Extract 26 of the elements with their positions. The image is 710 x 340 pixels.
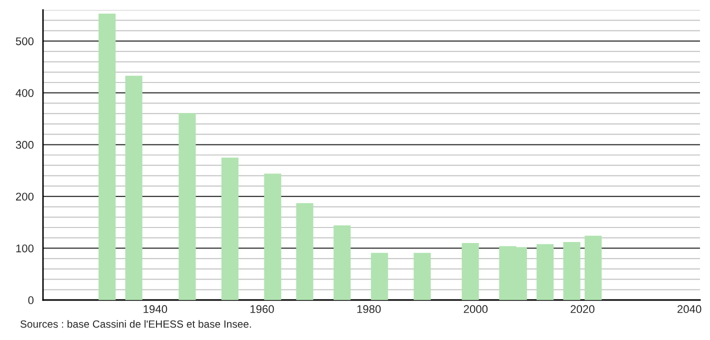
x-tick-label: 1940 xyxy=(144,305,168,314)
y-tick-label: 100 xyxy=(16,244,34,252)
x-tick-label: 2020 xyxy=(570,305,594,314)
bar xyxy=(462,243,479,300)
bar xyxy=(536,244,554,300)
bar xyxy=(584,236,602,300)
x-tick-label: 1960 xyxy=(250,305,274,314)
y-tick-label: 300 xyxy=(16,140,34,149)
bar xyxy=(221,158,238,300)
y-tick-label: 200 xyxy=(16,192,34,201)
y-tick-label: 400 xyxy=(16,89,34,97)
x-tick-label: 1980 xyxy=(357,305,381,314)
bar xyxy=(334,225,351,300)
bar xyxy=(98,14,116,300)
bar xyxy=(414,252,431,300)
bar xyxy=(178,113,196,300)
y-tick-label: 0 xyxy=(28,296,34,304)
x-tick-label: 2000 xyxy=(464,305,488,314)
bar xyxy=(264,174,282,300)
source-note: Sources : base Cassini de l'EHESS et base Insee. xyxy=(20,320,251,328)
bar xyxy=(563,242,580,300)
bar xyxy=(125,76,142,300)
bar xyxy=(370,252,388,300)
x-tick-label: 2040 xyxy=(678,305,702,314)
bar xyxy=(296,203,314,300)
y-tick-label: 500 xyxy=(16,37,34,46)
